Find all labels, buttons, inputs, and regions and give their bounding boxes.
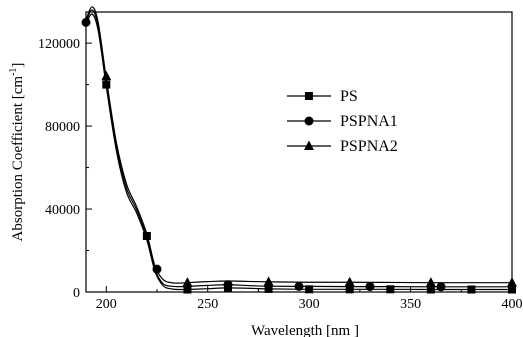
- y-tick-label: 120000: [38, 37, 80, 52]
- data-point-pspna1: [294, 281, 304, 291]
- x-tick-label: 250: [197, 297, 218, 312]
- y-axis-title-superscript: -1: [8, 68, 19, 76]
- data-point-pspna2: [507, 277, 517, 287]
- y-axis-title: Absorption Coefficient [cm-1]: [8, 63, 26, 242]
- x-tick-label: 350: [400, 297, 421, 312]
- data-point-pspna2: [182, 277, 193, 287]
- data-point-pspna2: [263, 276, 274, 286]
- x-tick-label: 300: [299, 297, 320, 312]
- data-point-pspna1: [81, 17, 91, 27]
- data-point-ps: [345, 285, 354, 294]
- data-point-ps: [183, 285, 192, 294]
- legend-label-pspna1: PSPNA1: [340, 113, 398, 130]
- series-line-pspna1: [85, 9, 512, 288]
- legend-marker-pspna1: [304, 116, 314, 126]
- plot-frame: [85, 11, 513, 293]
- legend-marker-ps: [305, 92, 313, 100]
- data-point-ps: [426, 285, 435, 294]
- data-point-ps: [467, 285, 476, 294]
- data-point-pspna1: [152, 264, 162, 274]
- series-line-pspna2: [85, 6, 512, 284]
- legend-label-ps: PS: [340, 88, 358, 105]
- y-tick-label: 80000: [45, 120, 80, 135]
- data-point-pspna1: [365, 282, 375, 292]
- data-point-ps: [508, 285, 516, 294]
- data-point-pspna1: [223, 280, 233, 290]
- x-axis-title: Wavelength [nm ]: [251, 323, 359, 337]
- legend-label-pspna2: PSPNA2: [340, 138, 398, 155]
- data-point-ps: [305, 285, 314, 294]
- y-tick-label: 0: [73, 286, 80, 301]
- x-tick-label: 400: [502, 297, 523, 312]
- series-line-ps: [85, 13, 512, 291]
- y-tick-label: 40000: [45, 203, 80, 218]
- data-point-ps: [264, 284, 273, 293]
- legend-marker-pspna2: [304, 140, 314, 150]
- data-point-ps: [386, 285, 395, 294]
- y-axis-title-close: ]: [10, 63, 26, 68]
- data-point-pspna2: [101, 70, 112, 81]
- data-point-pspna1: [436, 282, 446, 292]
- y-axis-title-main: Absorption Coefficient [cm: [10, 76, 26, 242]
- data-point-pspna2: [425, 277, 436, 287]
- data-point-pspna2: [344, 276, 355, 287]
- x-tick-label: 200: [96, 297, 117, 312]
